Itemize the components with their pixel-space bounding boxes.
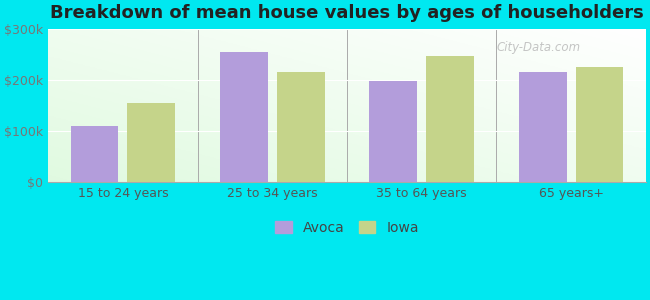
- Bar: [519, 73, 567, 182]
- Bar: [576, 68, 623, 182]
- Bar: [426, 56, 474, 182]
- Bar: [127, 103, 175, 182]
- Legend: Avoca, Iowa: Avoca, Iowa: [271, 217, 423, 239]
- Title: Breakdown of mean house values by ages of householders: Breakdown of mean house values by ages o…: [50, 4, 644, 22]
- Bar: [369, 81, 417, 182]
- Bar: [277, 73, 324, 182]
- Text: City-Data.com: City-Data.com: [496, 41, 580, 54]
- Bar: [71, 126, 118, 182]
- Bar: [220, 52, 268, 182]
